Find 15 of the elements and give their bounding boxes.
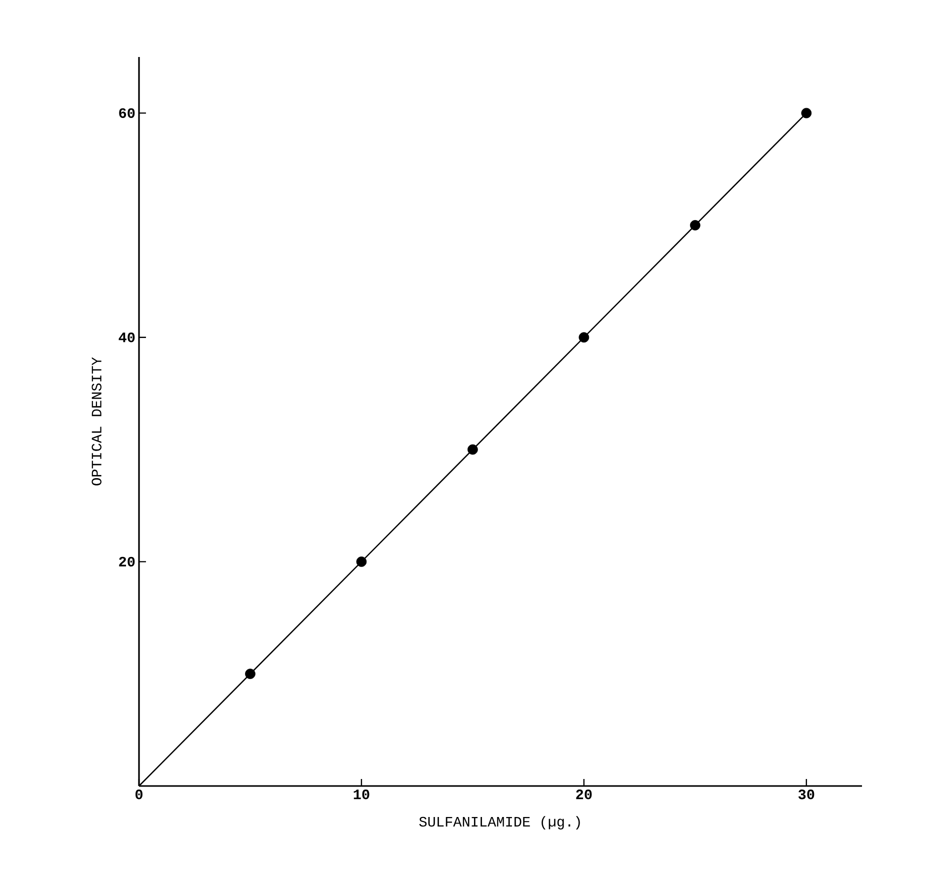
x-tick-label: 10 — [354, 790, 370, 800]
point — [690, 220, 700, 230]
x-tick-label: 0 — [136, 790, 142, 800]
y-tick-label: 60 — [119, 108, 135, 118]
x-tick-label: 30 — [798, 790, 814, 800]
y-axis-title: OPTICAL DENSITY — [92, 357, 102, 486]
point — [578, 332, 590, 343]
point — [468, 444, 478, 455]
y-tick-label: 20 — [119, 556, 135, 567]
point — [356, 556, 367, 567]
x-axis-title: SULFANILAMIDE (µg.) — [419, 816, 580, 830]
y-tick-label: 40 — [118, 332, 135, 342]
point — [245, 668, 256, 680]
point — [801, 108, 812, 118]
x-tick-label: 20 — [576, 790, 592, 800]
